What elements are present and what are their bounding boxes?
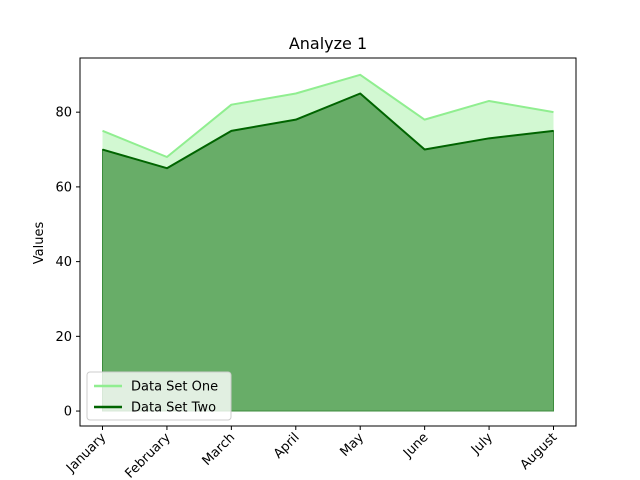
legend-box [86, 371, 232, 421]
legend-label-series-1: Data Set One [131, 380, 218, 395]
y-axis-label: Values [32, 222, 47, 265]
y-tick-label: 80 [55, 106, 72, 121]
series-line-2 [102, 92, 554, 170]
y-tick-label: 20 [55, 330, 72, 345]
series-line-1 [102, 73, 554, 159]
y-tick-label: 60 [55, 180, 72, 195]
chart-title: Analyze 1 [289, 34, 367, 53]
y-tick-label: 40 [55, 255, 72, 270]
plot-area [102, 73, 554, 412]
legend-label-series-2: Data Set Two [131, 401, 216, 416]
y-tick-label: 0 [64, 405, 72, 420]
axes-frame [79, 57, 577, 427]
legend: Data Set One Data Set Two [86, 371, 232, 421]
